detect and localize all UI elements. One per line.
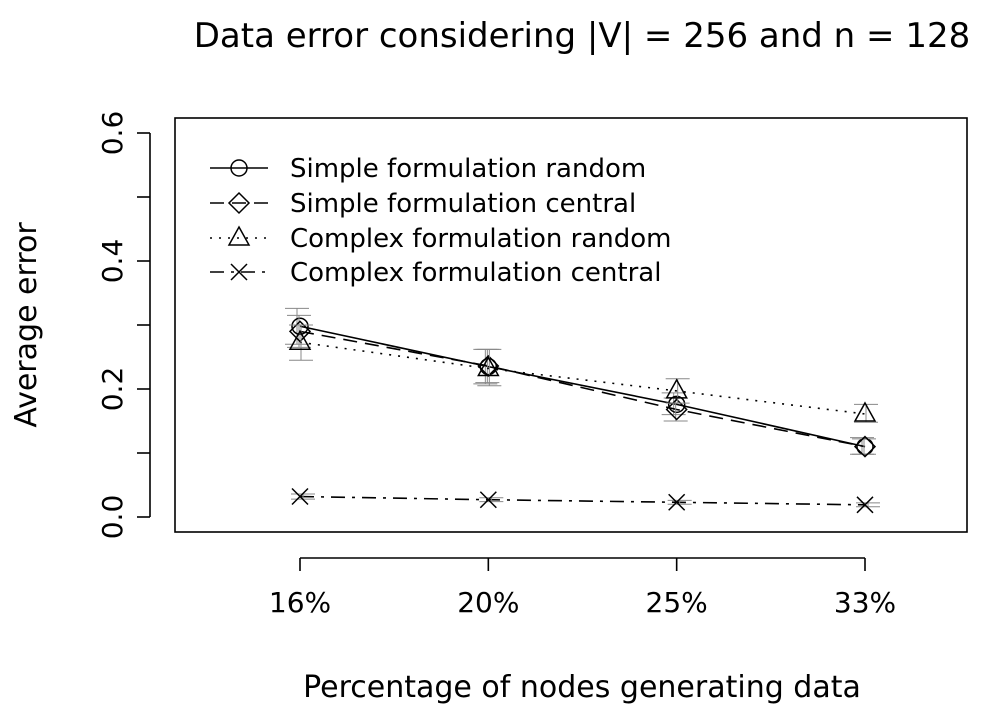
legend-label: Simple formulation central	[290, 189, 636, 219]
legend-symbol	[210, 159, 268, 177]
series-line	[299, 325, 866, 448]
legend: Simple formulation random Simple formula…	[210, 154, 671, 288]
marker-circle	[291, 317, 309, 336]
marker-cross	[230, 263, 248, 281]
marker-cross	[856, 496, 874, 514]
series-triangle	[288, 324, 878, 423]
legend-label: Simple formulation random	[290, 154, 646, 184]
legend-entry-simple-random: Simple formulation random	[210, 154, 646, 184]
chart-title: Data error considering |V| = 256 and n =…	[194, 16, 970, 56]
marker-triangle	[477, 355, 500, 377]
y-ticks: 0.0 0.2 0.4 0.6	[96, 111, 150, 540]
y-tick-label: 0.6	[96, 111, 129, 156]
marker-diamond	[227, 191, 251, 215]
x-axis-label: Percentage of nodes generating data	[303, 670, 861, 705]
plot-frame	[174, 117, 968, 533]
marker-triangle	[665, 378, 688, 399]
marker-cross	[479, 491, 497, 509]
legend-entry-complex-central: Complex formulation central	[210, 258, 661, 288]
x-tick-label: 16%	[269, 586, 331, 619]
marker-diamond	[665, 398, 688, 421]
legend-entry-complex-random: Complex formulation random	[210, 224, 671, 254]
marker-circle	[667, 395, 686, 414]
x-tick-label: 25%	[646, 586, 708, 619]
y-tick-label: 0.2	[96, 367, 129, 412]
marker-diamond	[853, 435, 877, 458]
series-line	[299, 341, 866, 415]
series-group	[285, 307, 880, 514]
series-line	[299, 495, 866, 506]
legend-symbol	[210, 263, 268, 281]
legend-symbol	[210, 191, 268, 215]
x-tick-label: 33%	[834, 586, 896, 619]
series-cross	[291, 487, 880, 514]
marker-cross	[668, 493, 686, 511]
legend-symbol	[210, 225, 268, 246]
marker-diamond	[288, 320, 312, 343]
series-line	[299, 330, 866, 448]
marker-triangle	[288, 329, 312, 351]
x-ticks: 16% 20% 25% 33%	[269, 558, 896, 619]
legend-label: Complex formulation random	[290, 224, 671, 254]
x-tick-label: 20%	[457, 586, 519, 619]
y-tick-label: 0.4	[96, 239, 129, 284]
y-axis-label: Average error	[9, 222, 44, 428]
marker-circle	[230, 159, 248, 177]
series-circle	[285, 307, 874, 456]
legend-label: Complex formulation central	[290, 258, 661, 288]
legend-entry-simple-central: Simple formulation central	[210, 189, 636, 219]
marker-triangle	[227, 225, 251, 246]
marker-cross	[291, 487, 309, 506]
y-tick-label: 0.0	[96, 495, 129, 540]
marker-triangle	[853, 401, 877, 422]
